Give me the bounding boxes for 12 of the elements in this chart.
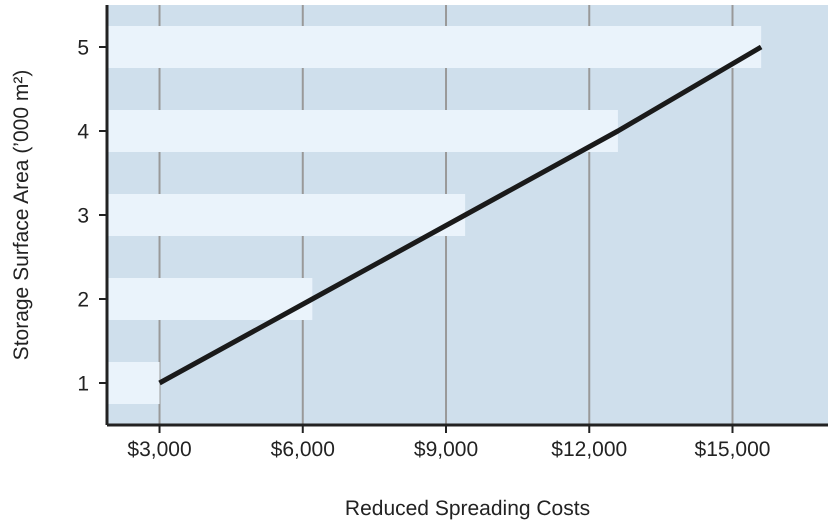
y-tick-label: 4 <box>77 120 90 144</box>
x-tick-label: $3,000 <box>127 438 192 461</box>
y-tick-label: 1 <box>77 372 89 396</box>
y-tick-label: 3 <box>77 204 89 228</box>
x-tick-label: $15,000 <box>694 438 770 461</box>
y-tick-label: 5 <box>77 36 89 60</box>
x-tick-label: $9,000 <box>414 438 478 461</box>
x-axis-title: Reduced Spreading Costs <box>344 497 590 520</box>
y-tick-label: 2 <box>77 288 89 312</box>
y-axis-title: Storage Surface Area (’000 m²) <box>10 70 33 360</box>
x-tick-label: $6,000 <box>270 438 335 461</box>
x-tick-label: $12,000 <box>551 438 628 461</box>
